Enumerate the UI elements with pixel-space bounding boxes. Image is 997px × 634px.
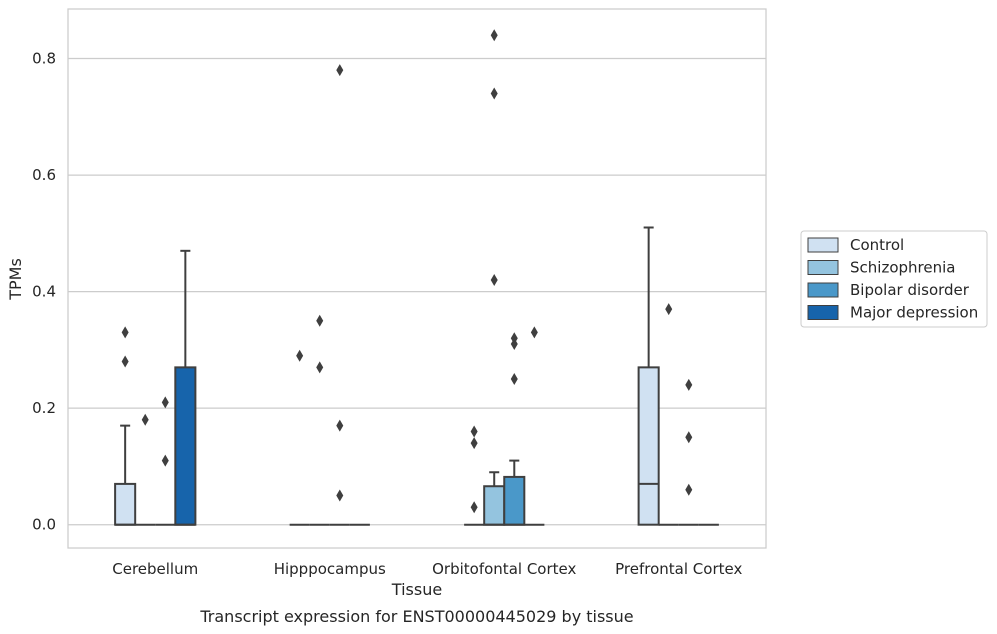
box-schizophrenia xyxy=(658,303,679,526)
box-body xyxy=(114,482,137,526)
legend-swatch xyxy=(807,260,839,275)
outlier-point xyxy=(685,378,693,391)
legend-label: Major depression xyxy=(850,304,978,322)
outlier-point xyxy=(296,349,304,362)
outlier-point xyxy=(470,437,478,450)
x-axis-label: Tissue xyxy=(391,580,442,599)
outlier-point xyxy=(685,483,693,496)
legend: Control Schizophrenia Bipolar disorder Majo… xyxy=(800,230,988,328)
outlier-point xyxy=(490,273,498,286)
legend-swatch xyxy=(807,305,839,320)
outlier-point xyxy=(121,355,129,368)
outlier-point xyxy=(336,489,344,502)
box-schizophrenia xyxy=(483,29,506,526)
outlier-point xyxy=(530,326,538,339)
y-axis-label: TPMs xyxy=(6,258,25,301)
y-tick-label: 0.8 xyxy=(32,50,56,68)
box-control xyxy=(637,226,660,526)
box-major-depression xyxy=(524,326,545,526)
x-tick-label: Hipppocampus xyxy=(274,560,386,578)
y-tick-labels: 0.0 0.2 0.4 0.6 0.8 xyxy=(32,50,56,534)
box-major-depression xyxy=(174,249,197,526)
outlier-point xyxy=(336,64,344,77)
legend-label: Schizophrenia xyxy=(850,259,955,277)
outlier-point xyxy=(316,361,324,374)
box-bipolar-disorder xyxy=(503,332,526,526)
outlier-point xyxy=(316,314,324,327)
outlier-point xyxy=(490,29,498,42)
y-tick-label: 0.0 xyxy=(32,516,56,534)
x-tick-labels: Cerebellum Hipppocampus Orbitofontal Corte… xyxy=(112,560,742,578)
chart-caption: Transcript expression for ENST0000044502… xyxy=(199,607,633,626)
legend-swatch xyxy=(807,237,839,253)
box-bipolar-disorder xyxy=(678,378,699,526)
box-control xyxy=(289,349,310,526)
plot-frame xyxy=(67,8,767,549)
y-tick-label: 0.6 xyxy=(32,166,56,184)
box-schizophrenia xyxy=(309,314,330,526)
legend-label: Control xyxy=(850,236,904,254)
box-body xyxy=(637,366,660,526)
outlier-point xyxy=(161,454,169,467)
y-tick-label: 0.2 xyxy=(32,399,56,417)
box-bipolar-disorder xyxy=(329,64,350,526)
legend-frame xyxy=(800,230,988,328)
y-tick-label: 0.4 xyxy=(32,283,56,301)
x-tick-label: Orbitofontal Cortex xyxy=(432,560,576,578)
box-body xyxy=(503,475,526,526)
outlier-point xyxy=(141,413,149,426)
outlier-point xyxy=(336,419,344,432)
box-body xyxy=(483,485,506,526)
legend-swatch xyxy=(807,282,839,298)
outlier-point xyxy=(510,338,518,351)
outlier-point xyxy=(685,431,693,444)
outlier-point xyxy=(665,303,673,316)
outlier-point xyxy=(121,326,129,339)
x-tick-label: Cerebellum xyxy=(112,560,198,578)
x-tick-label: Prefrontal Cortex xyxy=(615,560,742,578)
boxes-layer xyxy=(114,29,719,526)
outlier-point xyxy=(510,373,518,386)
box-schizophrenia xyxy=(135,413,156,526)
legend-items: Control Schizophrenia Bipolar disorder Majo… xyxy=(807,236,978,322)
box-body xyxy=(174,366,197,526)
outlier-point xyxy=(161,396,169,409)
outlier-point xyxy=(470,425,478,438)
box-bipolar-disorder xyxy=(155,396,176,526)
outlier-point xyxy=(490,87,498,100)
box-control xyxy=(464,425,485,526)
plot-background xyxy=(68,9,766,548)
outlier-point xyxy=(470,501,478,514)
legend-label: Bipolar disorder xyxy=(850,281,970,299)
box-control xyxy=(114,326,137,526)
